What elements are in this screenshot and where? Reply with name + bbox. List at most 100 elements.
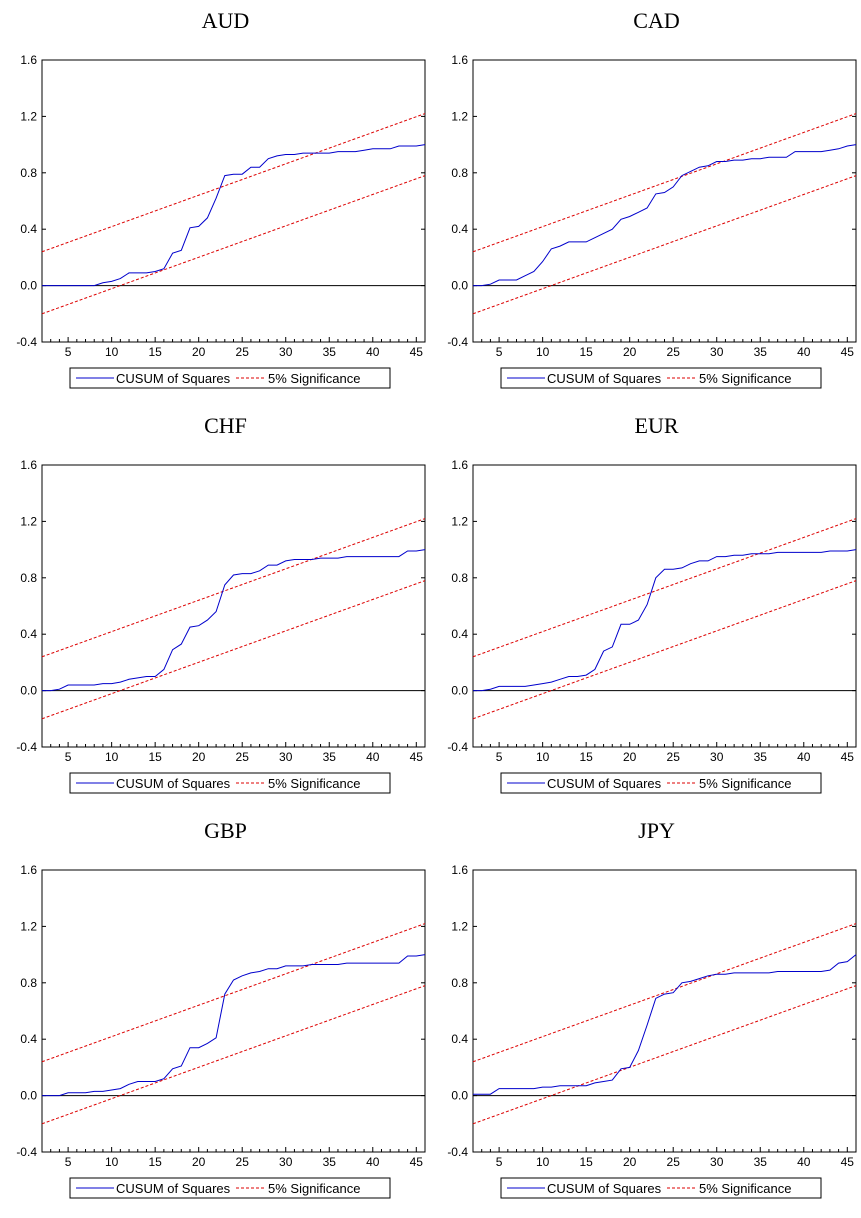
significance-upper-line [472,923,857,1063]
x-tick-label: 25 [667,345,681,359]
plot-frame [472,59,857,343]
chart-panel-chf: CHF -0.4 0.0 0.4 0.8 1.2 1.6 5 10 15 20 25 30 35 40 45 C… [0,405,430,811]
x-tick-label: 20 [623,1155,637,1169]
chart-svg: CAD -0.4 0.0 0.4 0.8 1.2 1.6 5 10 15 20 25 30 35 40 45 C… [447,8,857,389]
plot-frame [472,869,857,1153]
x-tick-label: 40 [797,750,811,764]
y-tick-label: 0.0 [20,684,37,698]
legend-box [69,772,391,794]
x-tick-label: 45 [841,750,855,764]
x-tick-label: 20 [623,345,637,359]
y-tick-label: 0.4 [20,627,37,641]
chart-panel-aud: AUD -0.4 0.0 0.4 0.8 1.2 1.6 5 10 15 20 25 30 35 40 45 C… [0,0,430,406]
y-tick-label: -0.4 [16,335,37,349]
legend-label-cusum: CUSUM of Squares [547,371,662,386]
significance-lower-line [472,580,857,720]
cusum-series-line [42,954,426,1097]
significance-upper-line [472,113,857,253]
y-tick-label: 1.6 [20,458,37,472]
y-tick-label: 0.8 [451,166,468,180]
x-tick-label: 10 [536,1155,550,1169]
legend: CUSUM of Squares 5% Significance [500,1177,822,1199]
significance-upper-line [41,113,426,253]
y-tick-label: 0.0 [451,1089,468,1103]
legend-label-cusum: CUSUM of Squares [116,1181,231,1196]
x-tick-label: 5 [496,750,503,764]
x-tick-label: 30 [279,345,293,359]
significance-lower-line [41,175,426,315]
x-tick-label: 15 [579,1155,593,1169]
y-tick-label: 1.2 [451,109,468,123]
legend-label-significance: 5% Significance [268,371,361,386]
y-tick-label: 1.2 [20,919,37,933]
chart-svg: GBP -0.4 0.0 0.4 0.8 1.2 1.6 5 10 15 20 25 30 35 40 45 C… [16,818,426,1199]
x-tick-label: 35 [323,750,337,764]
x-tick-label: 35 [323,1155,337,1169]
cusum-series-line [42,549,426,692]
y-tick-label: -0.4 [447,740,468,754]
y-tick-label: 1.2 [20,514,37,528]
x-tick-label: 35 [754,750,768,764]
y-tick-label: 0.4 [451,627,468,641]
x-tick-label: 10 [105,1155,119,1169]
y-tick-label: 1.6 [20,863,37,877]
legend-box [500,367,822,389]
legend: CUSUM of Squares 5% Significance [500,367,822,389]
y-tick-label: 0.8 [451,976,468,990]
plot-frame [41,869,426,1153]
legend-label-cusum: CUSUM of Squares [547,776,662,791]
chart-title: GBP [204,818,247,843]
legend: CUSUM of Squares 5% Significance [69,1177,391,1199]
legend-box [500,772,822,794]
x-tick-label: 45 [841,1155,855,1169]
x-tick-label: 5 [65,750,72,764]
y-tick-label: 1.2 [20,109,37,123]
plot-frame [41,464,426,748]
legend-label-significance: 5% Significance [268,776,361,791]
legend-label-cusum: CUSUM of Squares [547,1181,662,1196]
y-tick-label: 1.6 [451,458,468,472]
y-tick-label: 1.6 [451,863,468,877]
y-tick-label: 0.0 [451,279,468,293]
x-tick-label: 35 [754,345,768,359]
chart-svg: CHF -0.4 0.0 0.4 0.8 1.2 1.6 5 10 15 20 25 30 35 40 45 C… [16,413,426,794]
legend-label-significance: 5% Significance [268,1181,361,1196]
y-tick-label: -0.4 [16,740,37,754]
x-tick-label: 15 [148,1155,162,1169]
x-tick-label: 30 [279,750,293,764]
y-tick-label: 1.2 [451,514,468,528]
x-tick-label: 40 [366,750,380,764]
chart-panel-gbp: GBP -0.4 0.0 0.4 0.8 1.2 1.6 5 10 15 20 25 30 35 40 45 C… [0,810,430,1216]
y-tick-label: -0.4 [447,335,468,349]
chart-title: EUR [635,413,679,438]
cusum-series-line [42,144,426,287]
x-tick-label: 5 [65,345,72,359]
legend-box [69,1177,391,1199]
x-tick-label: 45 [410,750,424,764]
chart-title: CHF [204,413,247,438]
x-tick-label: 10 [105,750,119,764]
x-tick-label: 25 [236,1155,250,1169]
x-tick-label: 40 [366,1155,380,1169]
legend-label-cusum: CUSUM of Squares [116,371,231,386]
x-tick-label: 30 [710,750,724,764]
x-tick-label: 45 [410,345,424,359]
significance-lower-line [472,985,857,1125]
legend-label-significance: 5% Significance [699,776,792,791]
y-tick-label: 0.4 [20,222,37,236]
y-tick-label: 0.8 [20,166,37,180]
x-tick-label: 25 [236,345,250,359]
legend-box [69,367,391,389]
x-tick-label: 5 [65,1155,72,1169]
cusum-series-line [473,954,857,1095]
cusum-series-line [473,144,857,287]
x-tick-label: 35 [323,345,337,359]
x-tick-label: 5 [496,1155,503,1169]
chart-svg: EUR -0.4 0.0 0.4 0.8 1.2 1.6 5 10 15 20 25 30 35 40 45 C… [447,413,857,794]
y-tick-label: 0.0 [20,1089,37,1103]
x-tick-label: 20 [192,1155,206,1169]
plot-frame [41,59,426,343]
chart-panel-jpy: JPY -0.4 0.0 0.4 0.8 1.2 1.6 5 10 15 20 25 30 35 40 45 C… [431,810,861,1216]
y-tick-label: -0.4 [447,1145,468,1159]
y-tick-label: 0.4 [451,1032,468,1046]
